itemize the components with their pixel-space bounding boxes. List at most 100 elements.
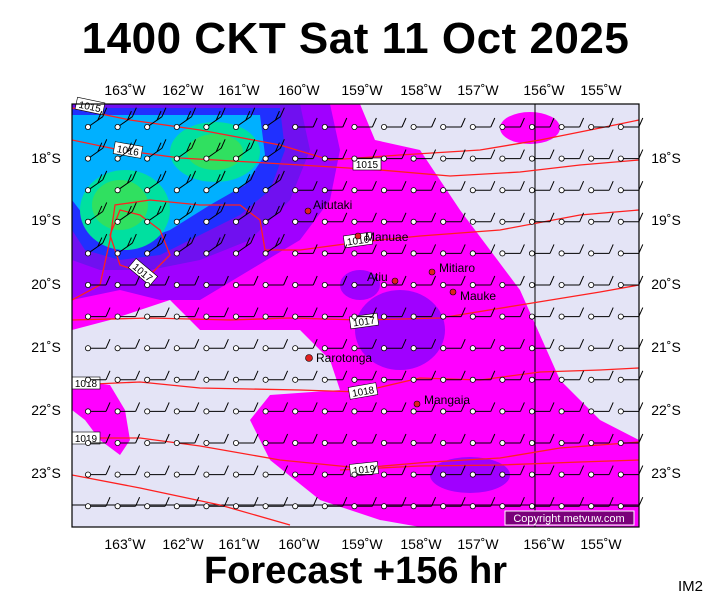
wind-barb <box>380 212 407 225</box>
wind-barb <box>469 212 496 225</box>
wind-barb <box>351 117 377 131</box>
forecast-label: Forecast +156 hr <box>203 550 508 592</box>
wind-barb <box>617 338 644 352</box>
wind-barb <box>588 307 614 320</box>
wind-barb <box>173 402 200 415</box>
wind-barb <box>85 307 111 320</box>
wind-barb <box>262 496 289 510</box>
wind-barb <box>203 465 229 478</box>
wind-barb <box>114 139 137 162</box>
wind-barb <box>321 433 348 446</box>
wind-barb <box>203 202 226 225</box>
wind-barb <box>262 338 289 352</box>
wind-barb <box>262 465 289 478</box>
lat-tick-label: 22˚S <box>31 402 61 418</box>
isobar-label: 1019 <box>353 464 377 477</box>
lon-tick-label: 157˚W <box>457 82 499 98</box>
wind-barb <box>292 338 318 352</box>
wind-barb <box>144 338 170 352</box>
wind-barb <box>380 465 407 478</box>
wind-barb <box>114 233 137 257</box>
wind-barb <box>292 212 318 225</box>
wind-barb <box>410 465 437 478</box>
lon-tick-label: 155˚W <box>580 82 622 98</box>
wind-barb <box>85 496 111 510</box>
wind-barb <box>321 180 348 194</box>
wind-barb <box>440 212 466 225</box>
wind-barb <box>529 244 555 257</box>
wind-barb <box>203 107 226 131</box>
wind-barb <box>292 465 318 478</box>
place-label: Atiu <box>367 270 388 284</box>
isobar-label: 1018 <box>351 385 375 400</box>
wind-barb <box>440 117 466 131</box>
wind-barb <box>85 465 111 478</box>
wind-barb <box>351 149 377 162</box>
wind-barb <box>469 275 496 288</box>
wind-barb <box>85 139 108 162</box>
lon-tick-label: 156˚W <box>523 82 565 98</box>
isobar-label: 1015 <box>356 160 379 171</box>
wind-barb <box>144 233 167 257</box>
wind-barb <box>558 465 585 478</box>
wind-barb <box>232 465 259 478</box>
wind-barb <box>262 233 285 257</box>
wind-barb <box>85 370 111 383</box>
wind-barb <box>351 433 377 446</box>
wind-barb <box>558 212 585 225</box>
wind-barb <box>292 496 318 510</box>
wind-barb <box>232 370 259 383</box>
wind-barb <box>232 202 256 225</box>
wind-barb <box>351 402 377 415</box>
wind-barb <box>440 402 466 415</box>
wind-barb <box>85 433 111 446</box>
wind-barb <box>529 338 555 352</box>
wind-barb <box>321 402 348 415</box>
wind-barb <box>203 496 229 510</box>
wind-barb <box>529 275 555 288</box>
wind-barb <box>380 180 407 194</box>
lon-tick-label: 162˚W <box>162 536 204 552</box>
wind-barb <box>351 338 377 352</box>
island-mauke: Mauke <box>449 288 496 303</box>
wind-barb <box>499 244 525 257</box>
wind-barb <box>173 275 200 288</box>
wind-barb <box>440 465 466 478</box>
wind-barb <box>292 180 318 194</box>
wind-barb <box>529 307 555 320</box>
wind-barb <box>262 139 285 162</box>
wind-barb <box>529 180 555 194</box>
wind-barb <box>440 338 466 352</box>
wind-barb <box>203 402 229 415</box>
wind-barb <box>380 433 407 446</box>
wind-barb <box>144 433 170 446</box>
wind-barb <box>410 307 437 320</box>
wind-barb <box>114 338 141 352</box>
wind-barb <box>588 212 614 225</box>
wind-barb <box>469 465 496 478</box>
wind-barb <box>173 107 197 131</box>
wind-barb <box>469 180 496 194</box>
lon-tick-label: 158˚W <box>400 82 442 98</box>
wind-barb <box>588 465 614 478</box>
wind-barb <box>469 433 496 446</box>
wind-barb <box>144 275 170 288</box>
wind-barb <box>232 307 259 320</box>
wind-barb <box>588 180 614 194</box>
lon-tick-label: 158˚W <box>400 536 442 552</box>
wind-barb <box>499 465 525 478</box>
axis-ticks: 163˚W 163˚W 162˚W 162˚W 161˚W 161˚W 160˚W 160˚W… <box>31 82 681 552</box>
lat-tick-label: 23˚S <box>31 465 61 481</box>
wind-barb <box>232 338 259 352</box>
wind-barb <box>529 370 555 383</box>
wind-barb <box>469 402 496 415</box>
wind-barb <box>410 149 437 162</box>
wind-barb <box>114 170 137 194</box>
wind-barb <box>203 275 229 288</box>
wind-barb <box>499 117 525 131</box>
wind-barb <box>558 180 585 194</box>
wind-barb <box>529 465 555 478</box>
lon-tick-label: 159˚W <box>341 82 383 98</box>
wind-barb <box>262 275 289 288</box>
wind-barb <box>144 402 170 415</box>
